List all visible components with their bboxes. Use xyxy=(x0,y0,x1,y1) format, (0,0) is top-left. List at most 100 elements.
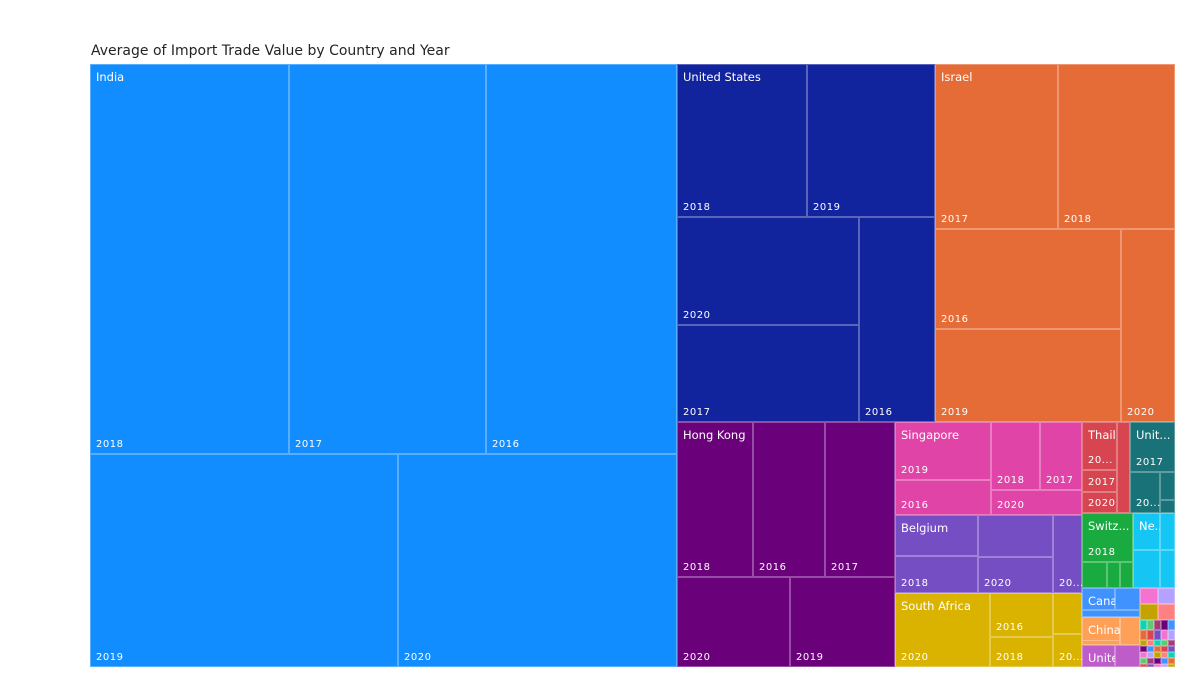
treemap-cell-other[interactable] xyxy=(1158,604,1175,620)
year-label: 2017 xyxy=(1088,477,1116,488)
treemap-cell-switz[interactable]: Switz... 2018 xyxy=(1082,513,1133,562)
treemap-cell-other[interactable] xyxy=(1140,620,1147,630)
treemap-cell-thail[interactable]: Thail... 20... xyxy=(1082,422,1127,470)
treemap-cell-other[interactable] xyxy=(1168,640,1175,646)
treemap-cell-other[interactable] xyxy=(1140,652,1147,658)
treemap-cell-other[interactable] xyxy=(1140,604,1158,620)
treemap-cell-united-states[interactable]: 2020 xyxy=(677,217,859,325)
treemap-cell-belgium[interactable]: Belgium xyxy=(895,515,978,556)
treemap-cell-other[interactable] xyxy=(1161,664,1168,667)
treemap-cell-other[interactable] xyxy=(1147,630,1154,640)
treemap-cell-singapore[interactable]: Singapore 2019 xyxy=(895,422,991,480)
treemap-cell-china[interactable] xyxy=(1120,617,1140,645)
treemap-cell-united-states[interactable]: 2016 xyxy=(859,217,935,422)
treemap-cell-china[interactable] xyxy=(1082,640,1120,645)
treemap-cell-switz[interactable] xyxy=(1082,562,1107,588)
treemap-cell-singapore[interactable]: 2017 xyxy=(1040,422,1082,490)
treemap-cell-unit[interactable]: Unit... 2017 xyxy=(1130,422,1175,472)
treemap-cell-other[interactable] xyxy=(1168,658,1175,664)
treemap-cell-other[interactable] xyxy=(1161,646,1168,652)
treemap-cell-united-states[interactable]: United States 2018 xyxy=(677,64,807,217)
treemap-cell-thail[interactable]: 2020 xyxy=(1082,492,1117,513)
treemap-cell-belgium[interactable]: 2018 xyxy=(895,556,978,593)
treemap-cell-thail[interactable] xyxy=(1117,422,1130,513)
treemap-cell-other[interactable] xyxy=(1161,652,1168,658)
treemap-cell-israel[interactable]: 2020 xyxy=(1121,229,1175,422)
treemap-cell-israel[interactable]: 2016 xyxy=(935,229,1121,329)
treemap-cell-unit[interactable] xyxy=(1160,472,1175,500)
treemap-cell-hong-kong[interactable]: 2016 xyxy=(753,422,825,577)
treemap-cell-other[interactable] xyxy=(1147,620,1154,630)
treemap-cell-united[interactable] xyxy=(1115,645,1140,667)
treemap-cell-singapore[interactable]: 2018 xyxy=(991,422,1040,490)
treemap-cell-other[interactable] xyxy=(1158,588,1175,604)
treemap-cell-other[interactable] xyxy=(1147,652,1154,658)
treemap-cell-other[interactable] xyxy=(1140,664,1147,667)
treemap-cell-singapore[interactable]: 2020 xyxy=(991,490,1082,515)
treemap-cell-india[interactable]: 2017 xyxy=(289,64,486,454)
treemap-cell-other[interactable] xyxy=(1168,646,1175,652)
treemap-cell-unit[interactable]: 20... xyxy=(1130,472,1160,513)
treemap-cell-canada[interactable] xyxy=(1082,610,1140,617)
year-label: 2018 xyxy=(683,202,711,213)
treemap-cell-other[interactable] xyxy=(1147,658,1154,664)
treemap-cell-india[interactable]: 2016 xyxy=(486,64,677,454)
treemap-cell-other[interactable] xyxy=(1154,652,1161,658)
treemap-cell-india[interactable]: 2019 xyxy=(90,454,398,667)
treemap-cell-canada[interactable] xyxy=(1115,588,1140,610)
treemap-cell-other[interactable] xyxy=(1154,664,1161,667)
treemap-cell-south-africa[interactable]: 20... xyxy=(1053,634,1083,667)
treemap-cell-other[interactable] xyxy=(1161,630,1168,640)
treemap-cell-other[interactable] xyxy=(1140,640,1147,646)
treemap-cell-other[interactable] xyxy=(1140,646,1147,652)
treemap-cell-india[interactable]: 2020 xyxy=(398,454,677,667)
treemap-cell-india[interactable]: India 2018 xyxy=(90,64,289,454)
treemap-cell-other[interactable] xyxy=(1161,640,1168,646)
treemap-cell-other[interactable] xyxy=(1147,664,1154,667)
treemap-cell-israel[interactable]: 2019 xyxy=(935,329,1121,422)
treemap-cell-other[interactable] xyxy=(1140,658,1147,664)
treemap-cell-other[interactable] xyxy=(1168,664,1175,667)
treemap-cell-ne[interactable] xyxy=(1160,550,1175,588)
treemap-cell-belgium[interactable]: 20... xyxy=(1053,515,1083,593)
treemap-cell-hong-kong[interactable]: 2017 xyxy=(825,422,895,577)
treemap-cell-other[interactable] xyxy=(1147,640,1154,646)
treemap-cell-ne[interactable]: Ne... xyxy=(1133,513,1166,550)
treemap-cell-thail[interactable]: 2017 xyxy=(1082,470,1117,492)
treemap-cell-other[interactable] xyxy=(1168,620,1175,630)
treemap-cell-israel[interactable]: 2018 xyxy=(1058,64,1175,229)
treemap-cell-hong-kong[interactable]: 2019 xyxy=(790,577,895,667)
treemap-cell-united-states[interactable]: 2017 xyxy=(677,325,859,422)
treemap-cell-south-africa[interactable] xyxy=(1053,593,1082,634)
treemap-cell-belgium[interactable]: 2020 xyxy=(978,557,1053,593)
treemap-cell-israel[interactable]: Israel 2017 xyxy=(935,64,1058,229)
treemap-cell-switz[interactable] xyxy=(1120,562,1133,588)
year-label: 2018 xyxy=(683,562,711,573)
treemap-cell-south-africa[interactable]: South Africa 2020 xyxy=(895,593,990,667)
treemap-cell-singapore[interactable]: 2016 xyxy=(895,480,991,515)
treemap-cell-united-states[interactable]: 2019 xyxy=(807,64,935,217)
treemap-cell-south-africa[interactable]: 2018 xyxy=(990,637,1053,667)
treemap-cell-switz[interactable] xyxy=(1107,562,1120,588)
treemap-cell-other[interactable] xyxy=(1168,630,1175,640)
treemap-cell-ne[interactable] xyxy=(1160,513,1175,550)
treemap-cell-hong-kong[interactable]: Hong Kong 2018 xyxy=(677,422,753,577)
treemap-cell-united[interactable]: United... xyxy=(1082,645,1137,667)
treemap-cell-canada[interactable]: Canada xyxy=(1082,588,1132,610)
treemap-cell-south-africa[interactable]: 2016 xyxy=(990,593,1053,637)
treemap-cell-other[interactable] xyxy=(1140,630,1147,640)
treemap-cell-belgium[interactable] xyxy=(978,515,1053,557)
treemap-cell-other[interactable] xyxy=(1154,640,1161,646)
treemap-cell-other[interactable] xyxy=(1154,646,1161,652)
treemap-cell-other[interactable] xyxy=(1161,658,1168,664)
treemap-cell-other[interactable] xyxy=(1168,652,1175,658)
treemap-cell-other[interactable] xyxy=(1140,588,1158,604)
treemap-cell-other[interactable] xyxy=(1161,620,1168,630)
treemap-cell-other[interactable] xyxy=(1154,630,1161,640)
treemap-cell-other[interactable] xyxy=(1154,658,1161,664)
treemap-cell-other[interactable] xyxy=(1147,646,1154,652)
treemap-cell-unit[interactable] xyxy=(1160,500,1175,513)
treemap-cell-other[interactable] xyxy=(1154,620,1161,630)
treemap-cell-ne[interactable] xyxy=(1133,550,1160,588)
treemap-cell-hong-kong[interactable]: 2020 xyxy=(677,577,790,667)
